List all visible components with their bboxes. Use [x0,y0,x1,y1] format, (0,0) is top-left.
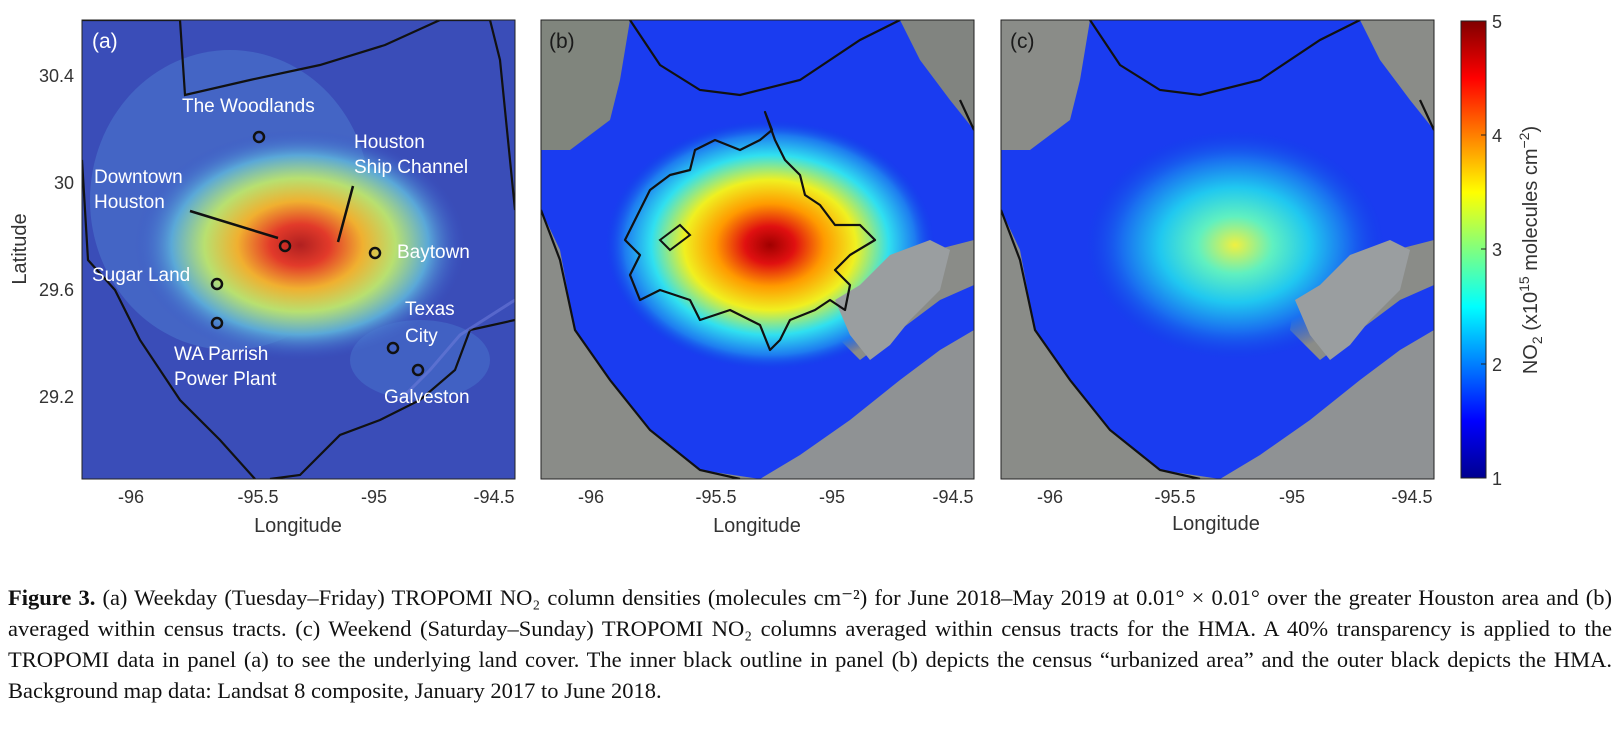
label-wa-parrish-line1: WA Parrish [174,344,268,365]
panel-a-location-markers [210,130,425,377]
marker-texas-city [386,341,400,355]
label-downtown-line2: Houston [94,192,165,213]
x-tick-label: -95.5 [237,487,278,507]
panel-b-urbanized-area-outline [623,110,877,352]
label-texas-city-line2: City [405,326,438,347]
colorbar-tick-label: 1 [1492,469,1502,489]
label-baytown: Baytown [397,242,470,263]
panel-b-hma-boundary [541,20,974,479]
colorbar: 5 4 3 2 1 NO2 (x1015 molecules cm−2) [1460,12,1545,489]
colorbar-tick-label: 3 [1492,240,1502,260]
panel-b-label: (b) [549,30,575,53]
label-ship-channel-line2: Ship Channel [354,157,468,178]
panel-c-hma-boundary [1001,20,1434,479]
label-wa-parrish-line2: Power Plant [174,369,277,390]
marker-the-woodlands [252,130,266,144]
colorbar-tick-label: 4 [1492,126,1502,146]
y-tick-label: 30.4 [39,66,74,86]
colorbar-label: NO2 (x1015 molecules cm−2) [1516,126,1545,374]
figure-number: Figure 3. [8,585,96,610]
panel-c-galveston-bay [1295,240,1410,360]
caption-text: (a) Weekday (Tuesday–Friday) TROPOMI NO₂… [8,585,1612,703]
leader-downtown [189,209,279,240]
y-tick-label: 30 [54,173,74,193]
label-ship-channel-line1: Houston [354,132,425,153]
x-tick-label: -95 [361,487,387,507]
panel-b-galveston-bay [835,240,950,360]
x-tick-label: -95 [1279,487,1305,507]
panel-b [541,20,974,479]
x-ticks: -96 -95.5 -95 -94.5 -96 -95.5 -95 -94.5 … [118,487,1433,507]
x-axis-label-a: Longitude [254,515,342,537]
x-axis-label-c: Longitude [1172,513,1260,535]
x-tick-label: -96 [118,487,144,507]
marker-sugar-land [210,277,224,291]
label-galveston: Galveston [384,387,470,408]
panel-a-y-ticks: 30.4 30 29.6 29.2 [39,66,74,407]
panel-a-label: (a) [92,30,118,53]
marker-wa-parrish [210,316,224,330]
x-tick-label: -95.5 [695,487,736,507]
figure-caption: Figure 3. (a) Weekday (Tuesday–Friday) T… [8,582,1612,706]
x-tick-label: -94.5 [473,487,514,507]
y-tick-label: 29.6 [39,280,74,300]
label-the-woodlands: The Woodlands [182,96,315,117]
x-tick-label: -94.5 [932,487,973,507]
colorbar-tick-label: 5 [1492,12,1502,32]
panel-c [1001,20,1434,479]
x-tick-label: -96 [578,487,604,507]
x-tick-label: -95 [819,487,845,507]
marker-downtown-houston [278,239,292,253]
label-downtown-line1: Downtown [94,167,183,188]
panel-a-hma-boundary [82,20,515,479]
label-texas-city-line1: Texas [405,299,455,320]
figure-3: (a) The Woodlands Downtown Houston Houst… [9,12,1545,537]
marker-baytown [368,246,382,260]
leader-ship-channel [336,185,355,243]
x-axis-label-b: Longitude [713,515,801,537]
panel-a-location-labels: The Woodlands Downtown Houston Houston S… [92,96,470,408]
x-tick-label: -94.5 [1391,487,1432,507]
x-tick-label: -95.5 [1154,487,1195,507]
y-tick-label: 29.2 [39,387,74,407]
label-sugar-land: Sugar Land [92,265,190,286]
panel-a [82,20,515,479]
panel-a-no2-plume [135,130,465,360]
panel-c-label: (c) [1010,30,1035,53]
y-axis-label: Latitude [9,213,31,284]
marker-galveston [411,363,425,377]
colorbar-tick-label: 2 [1492,355,1502,375]
x-tick-label: -96 [1037,487,1063,507]
